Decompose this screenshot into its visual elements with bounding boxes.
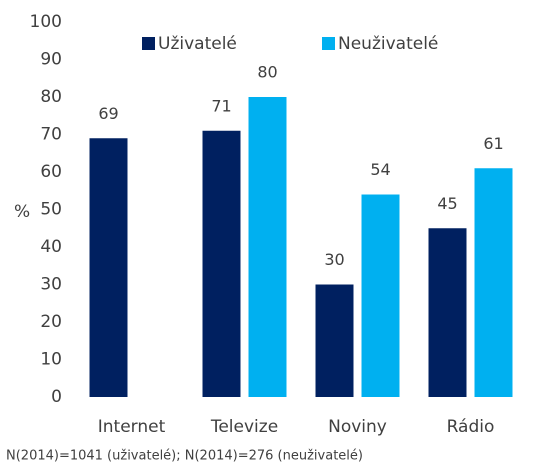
- data-label: 80: [257, 63, 277, 82]
- legend-swatch: [142, 37, 155, 50]
- x-tick-label: Noviny: [328, 417, 387, 437]
- y-tick-label: 60: [40, 162, 62, 182]
- bar: [89, 138, 128, 397]
- data-label: 71: [211, 96, 231, 115]
- bar: [315, 284, 354, 397]
- y-tick-label: 10: [40, 350, 62, 370]
- x-tick-label: Internet: [98, 417, 166, 437]
- data-label: 45: [437, 194, 457, 213]
- legend-label: Uživatelé: [158, 34, 237, 54]
- y-tick-label: 40: [40, 237, 62, 257]
- legend-swatch: [322, 37, 335, 50]
- y-tick-label: 90: [40, 50, 62, 70]
- y-tick-label: 0: [51, 387, 62, 407]
- y-tick-label: 80: [40, 87, 62, 107]
- data-label: 30: [324, 250, 344, 269]
- y-axis-label: %: [14, 202, 30, 222]
- y-tick-label: 20: [40, 312, 62, 332]
- bar: [474, 168, 513, 397]
- y-tick-label: 70: [40, 125, 62, 145]
- x-tick-label: Televize: [210, 417, 278, 437]
- y-tick-label: 100: [30, 12, 62, 32]
- y-tick-label: 30: [40, 275, 62, 295]
- data-label: 54: [370, 160, 390, 179]
- data-label: 69: [98, 104, 118, 123]
- bar: [202, 130, 241, 397]
- x-tick-label: Rádio: [447, 417, 495, 437]
- footnote: N(2014)=1041 (uživatelé); N(2014)=276 (n…: [6, 449, 363, 464]
- data-label: 61: [483, 134, 503, 153]
- legend-label: Neuživatelé: [338, 34, 438, 54]
- bar: [428, 228, 467, 397]
- y-tick-label: 50: [40, 200, 62, 220]
- bar: [361, 194, 400, 397]
- bar: [248, 97, 287, 397]
